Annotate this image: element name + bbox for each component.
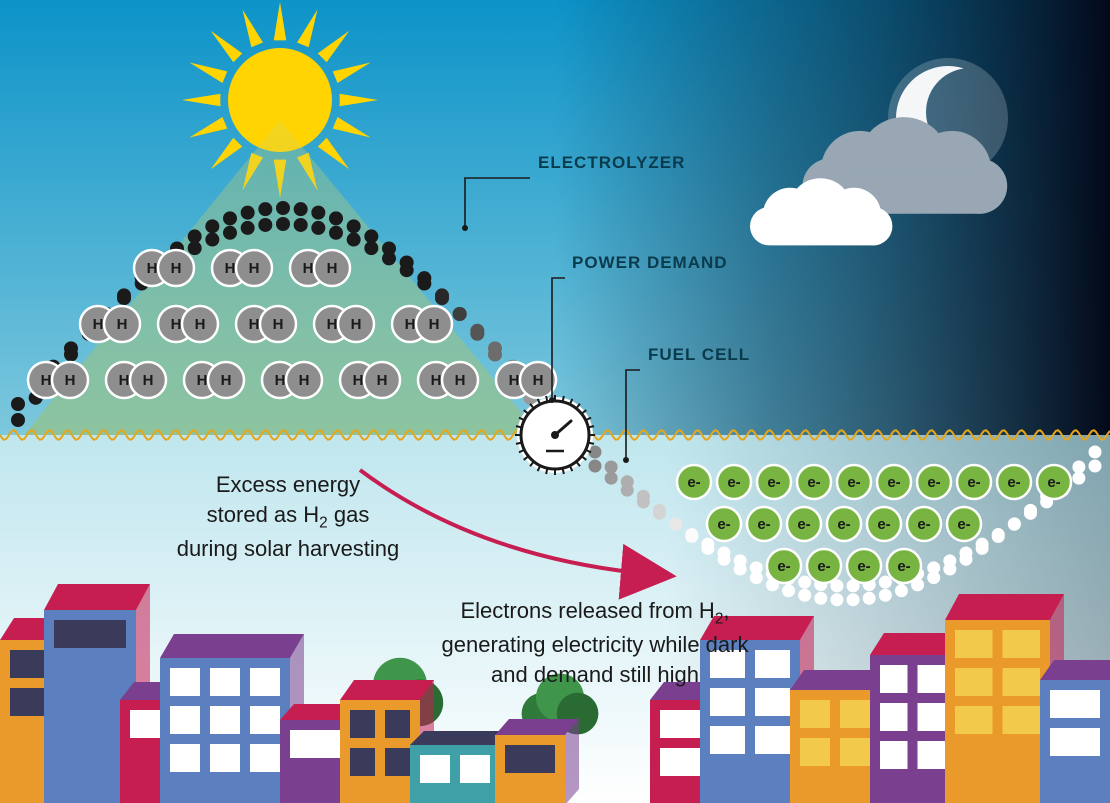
electron: e- [997, 465, 1031, 499]
electron: e- [747, 507, 781, 541]
svg-text:e-: e- [837, 516, 850, 533]
svg-text:e-: e- [807, 474, 820, 491]
svg-text:H: H [405, 316, 416, 333]
electron: e- [887, 549, 921, 583]
h2-molecule: HH [28, 362, 88, 398]
h2-molecule: HH [236, 306, 296, 342]
electron: e- [797, 465, 831, 499]
svg-text:e-: e- [717, 516, 730, 533]
electron: e- [837, 465, 871, 499]
svg-text:H: H [225, 260, 236, 277]
svg-text:e-: e- [757, 516, 770, 533]
electron: e- [807, 549, 841, 583]
svg-text:H: H [377, 372, 388, 389]
svg-text:H: H [119, 372, 130, 389]
svg-text:H: H [93, 316, 104, 333]
h2-molecule: HH [80, 306, 140, 342]
caption-right: Electrons released from H2,generating el… [395, 596, 795, 690]
svg-text:H: H [299, 372, 310, 389]
svg-text:e-: e- [1047, 474, 1060, 491]
svg-text:H: H [353, 372, 364, 389]
electron: e- [957, 465, 991, 499]
svg-text:H: H [249, 260, 260, 277]
svg-text:e-: e- [1007, 474, 1020, 491]
svg-text:H: H [533, 372, 544, 389]
label-electrolyzer: ELECTROLYZER [538, 153, 685, 173]
h2-molecule: HH [418, 362, 478, 398]
svg-text:e-: e- [877, 516, 890, 533]
h2-molecule: HH [158, 306, 218, 342]
electron: e- [1037, 465, 1071, 499]
svg-text:H: H [275, 372, 286, 389]
h2-molecule: HH [106, 362, 166, 398]
svg-text:H: H [351, 316, 362, 333]
svg-text:H: H [65, 372, 76, 389]
h2-molecule: HH [340, 362, 400, 398]
svg-text:H: H [41, 372, 52, 389]
svg-text:e-: e- [727, 474, 740, 491]
svg-text:H: H [147, 260, 158, 277]
svg-text:H: H [171, 260, 182, 277]
svg-text:e-: e- [777, 558, 790, 575]
svg-text:e-: e- [687, 474, 700, 491]
svg-text:e-: e- [897, 558, 910, 575]
electron: e- [827, 507, 861, 541]
electron: e- [877, 465, 911, 499]
building [495, 719, 579, 803]
building [1040, 660, 1110, 803]
h2-molecule: HH [184, 362, 244, 398]
electron: e- [767, 549, 801, 583]
h2-molecule: HH [314, 306, 374, 342]
svg-text:e-: e- [917, 516, 930, 533]
h2-molecule: HH [496, 362, 556, 398]
infographic-canvas: HHHHHHHHHHHHHHHHHHHHHHHHHHHHHHe-e-e-e-e-… [0, 0, 1110, 803]
svg-text:H: H [303, 260, 314, 277]
svg-text:H: H [117, 316, 128, 333]
svg-text:H: H [429, 316, 440, 333]
h2-molecule: HH [290, 250, 350, 286]
svg-text:H: H [249, 316, 260, 333]
svg-text:e-: e- [957, 516, 970, 533]
svg-text:e-: e- [857, 558, 870, 575]
svg-text:e-: e- [967, 474, 980, 491]
svg-text:e-: e- [887, 474, 900, 491]
electron: e- [867, 507, 901, 541]
electron: e- [717, 465, 751, 499]
h2-molecule: HH [392, 306, 452, 342]
label-power-demand: POWER DEMAND [572, 253, 728, 273]
svg-text:H: H [171, 316, 182, 333]
electron: e- [757, 465, 791, 499]
h2-molecule: HH [134, 250, 194, 286]
svg-text:e-: e- [817, 558, 830, 575]
svg-text:e-: e- [797, 516, 810, 533]
svg-text:H: H [455, 372, 466, 389]
electron: e- [707, 507, 741, 541]
electron: e- [677, 465, 711, 499]
h2-molecule: HH [262, 362, 322, 398]
electron: e- [947, 507, 981, 541]
svg-text:H: H [273, 316, 284, 333]
svg-text:H: H [221, 372, 232, 389]
electron: e- [907, 507, 941, 541]
svg-text:H: H [431, 372, 442, 389]
svg-text:H: H [327, 316, 338, 333]
svg-text:H: H [509, 372, 520, 389]
svg-text:e-: e- [847, 474, 860, 491]
electron: e- [847, 549, 881, 583]
electron: e- [787, 507, 821, 541]
caption-left: Excess energystored as H2 gasduring sola… [128, 470, 448, 564]
svg-text:e-: e- [767, 474, 780, 491]
svg-text:H: H [197, 372, 208, 389]
svg-text:e-: e- [927, 474, 940, 491]
label-fuel-cell: FUEL CELL [648, 345, 750, 365]
svg-text:H: H [195, 316, 206, 333]
svg-text:H: H [327, 260, 338, 277]
h2-molecule: HH [212, 250, 272, 286]
electron: e- [917, 465, 951, 499]
svg-text:H: H [143, 372, 154, 389]
